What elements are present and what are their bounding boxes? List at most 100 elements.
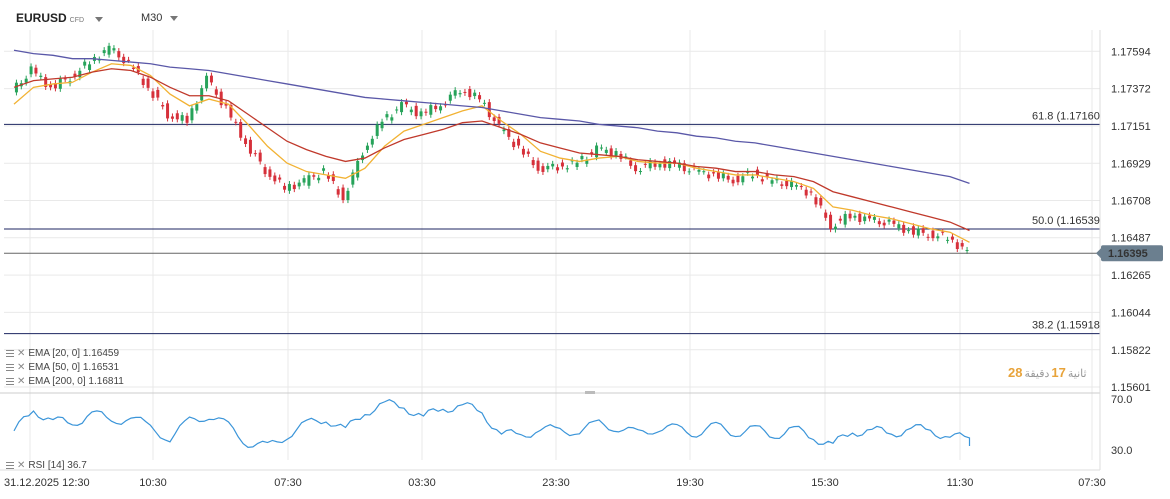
drag-handle-icon[interactable] [6, 364, 14, 371]
candle-body [44, 77, 48, 87]
candle-body [497, 116, 501, 124]
legend-ema50[interactable]: ✕ EMA [50, 0] 1.16531 [6, 362, 119, 373]
current-price-badge [1101, 245, 1163, 262]
candle-body [190, 108, 194, 121]
candle-body [565, 168, 569, 170]
time-tick-label: 23:30 [542, 477, 570, 489]
candle-body [799, 186, 803, 188]
candle-body [39, 75, 43, 77]
candle-body [146, 78, 150, 88]
candle-body [361, 155, 365, 161]
candle-body [458, 93, 462, 95]
candle-body [268, 169, 272, 177]
time-tick-label: 07:30 [1078, 477, 1106, 489]
candle-body [229, 105, 233, 118]
candle-body [838, 218, 842, 221]
candle-body [317, 177, 321, 181]
candle-body [385, 114, 389, 118]
candle-body [907, 230, 911, 232]
candle-body [429, 105, 433, 115]
price-tick-label: 1.17594 [1111, 46, 1151, 58]
candle-body [858, 213, 862, 222]
candle-body [424, 111, 428, 113]
candle-body [590, 152, 594, 154]
close-icon[interactable]: ✕ [17, 376, 26, 387]
legend-rsi[interactable]: ✕ RSI [14] 36.7 [6, 460, 87, 471]
divider-handle-icon[interactable] [585, 391, 595, 394]
candle-body [887, 219, 891, 222]
candle-body [404, 101, 408, 105]
candle-body [390, 117, 394, 121]
candle-body [829, 214, 833, 230]
axes: 1.17594 1.17372 1.17151 1.16929 1.16708 1.164… [0, 30, 1163, 489]
candle-body [263, 167, 267, 175]
time-tick-label: 03:30 [408, 477, 436, 489]
candle-body [629, 160, 633, 166]
candle-countdown: 28 دقيقة 17 ثانية [1008, 365, 1087, 380]
candle-body [131, 67, 135, 69]
candle-body [34, 67, 38, 74]
candle-body [88, 64, 92, 71]
candle-body [248, 139, 252, 154]
price-tick-label: 1.15601 [1111, 382, 1151, 394]
candle-body [882, 222, 886, 226]
candle-body [214, 89, 218, 95]
candle-body [287, 184, 291, 191]
candle-body [707, 174, 711, 179]
fib-level-label: 38.2 (1.15918 [1032, 320, 1100, 332]
candle-body [824, 212, 828, 218]
price-tick-label: 1.16265 [1111, 270, 1151, 282]
rsi-tick-label: 70.0 [1111, 394, 1132, 406]
fibonacci-levels: 61.8 (1.17160 50.0 (1.16539 38.2 (1.15918 [4, 110, 1100, 335]
candle-body [702, 171, 706, 173]
symbol-tag: CFD [69, 17, 85, 24]
close-icon[interactable]: ✕ [17, 362, 26, 373]
time-tick-label: 11:30 [947, 477, 974, 489]
legend-ema20[interactable]: ✕ EMA [20, 0] 1.16459 [6, 348, 119, 359]
drag-handle-icon[interactable] [6, 350, 14, 357]
candle-body [473, 92, 477, 97]
candle-body [712, 172, 716, 174]
candle-body [648, 161, 652, 169]
candle-body [770, 180, 774, 184]
candle-body [170, 116, 174, 119]
candle-body [122, 56, 126, 64]
candle-body [482, 102, 486, 104]
price-tick-label: 1.16044 [1111, 307, 1151, 319]
chevron-down-icon [170, 15, 179, 21]
candle-body [697, 169, 701, 172]
drag-handle-icon[interactable] [6, 462, 14, 469]
candle-body [902, 224, 906, 233]
candle-body [751, 176, 755, 179]
close-icon[interactable]: ✕ [17, 348, 26, 359]
candle-body [331, 174, 335, 182]
time-tick-label: 31.12.2025 12:30 [4, 477, 90, 489]
candle-body [950, 236, 954, 240]
symbol-selector[interactable]: EURUSD CFD [16, 11, 104, 25]
close-icon[interactable]: ✕ [17, 460, 26, 471]
legend-ema200[interactable]: ✕ EMA [200, 0] 1.16811 [6, 376, 124, 387]
candle-body [487, 102, 491, 118]
candle-body [599, 147, 603, 149]
candle-body [721, 173, 725, 179]
candle-body [161, 105, 165, 107]
candle-body [200, 88, 204, 101]
candle-body [931, 230, 935, 239]
candle-body [419, 111, 423, 117]
candle-body [790, 180, 794, 188]
candle-body [166, 103, 170, 119]
candle-body [507, 129, 511, 137]
candle-body [365, 145, 369, 150]
candle-body [312, 175, 316, 177]
candle-body [107, 45, 111, 55]
drag-handle-icon[interactable] [6, 378, 14, 385]
candle-body [297, 182, 301, 187]
candle-body [638, 171, 642, 173]
candle-body [273, 175, 277, 182]
candle-body [877, 221, 881, 225]
candle-body [785, 180, 789, 187]
timeframe-selector[interactable]: M30 [141, 12, 179, 24]
candle-body [960, 243, 964, 247]
